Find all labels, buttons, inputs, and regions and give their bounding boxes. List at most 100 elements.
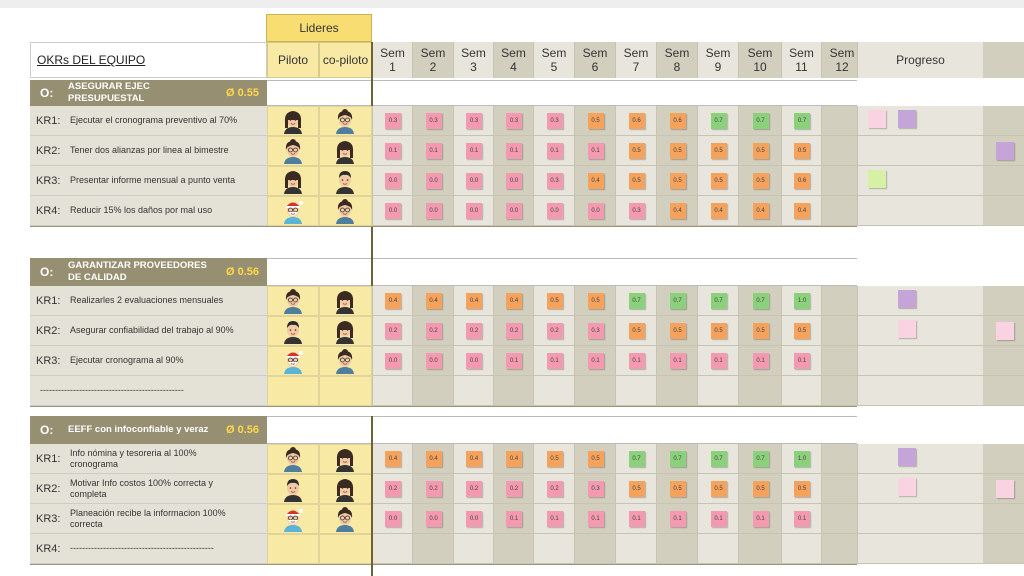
week-score-note[interactable]: 0.5 [669,173,686,189]
week-score-note[interactable]: 0.4 [794,203,810,219]
progress-note[interactable] [898,478,916,496]
week-score-note[interactable]: 0.7 [752,451,769,467]
week-score-note[interactable]: 0.1 [385,143,401,159]
progress-note[interactable] [996,322,1014,340]
week-score-note[interactable]: 0.1 [752,353,769,369]
week-score-note[interactable]: 0.0 [385,173,401,189]
week-score-note[interactable]: 0.0 [506,173,522,189]
week-score-note[interactable]: 0.3 [506,113,522,129]
week-score-note[interactable]: 0.5 [669,323,686,339]
week-score-note[interactable]: 0.0 [506,203,522,219]
week-score-note[interactable]: 0.6 [628,113,645,129]
week-score-note[interactable]: 0.2 [466,481,482,497]
week-score-note[interactable]: 0.1 [710,511,727,527]
week-score-note[interactable]: 0.1 [506,143,522,159]
week-score-note[interactable]: 0.1 [752,511,769,527]
week-score-note[interactable]: 0.5 [752,143,769,159]
week-score-note[interactable]: 0.7 [628,293,645,309]
week-score-note[interactable]: 0.7 [669,451,686,467]
week-score-note[interactable]: 0.1 [546,511,563,527]
week-score-note[interactable]: 0.0 [425,511,442,527]
week-score-note[interactable]: 0.2 [506,481,522,497]
week-score-note[interactable]: 0.1 [546,353,563,369]
week-score-note[interactable]: 0.2 [466,323,482,339]
week-score-note[interactable]: 0.5 [794,143,810,159]
week-score-note[interactable]: 0.1 [466,143,482,159]
week-score-note[interactable]: 0.4 [425,451,442,467]
week-score-note[interactable]: 0.1 [669,511,686,527]
week-score-note[interactable]: 0.5 [628,323,645,339]
week-score-note[interactable]: 0.7 [710,451,727,467]
week-score-note[interactable]: 0.4 [466,451,482,467]
progress-note[interactable] [868,170,886,188]
week-score-note[interactable]: 0.3 [546,173,563,189]
week-score-note[interactable]: 0.1 [425,143,442,159]
week-score-note[interactable]: 1.0 [794,293,810,309]
progress-note[interactable] [898,290,916,308]
week-score-note[interactable]: 0.4 [752,203,769,219]
progress-note[interactable] [898,320,916,338]
week-score-note[interactable]: 0.7 [710,293,727,309]
week-score-note[interactable]: 0.5 [710,173,727,189]
week-score-note[interactable]: 0.7 [710,113,727,129]
week-score-note[interactable]: 0.4 [385,293,401,309]
week-score-note[interactable]: 0.4 [669,203,686,219]
week-score-note[interactable]: 0.5 [752,481,769,497]
week-score-note[interactable]: 0.1 [794,353,810,369]
week-score-note[interactable]: 0.5 [710,481,727,497]
progress-note[interactable] [898,110,916,128]
week-score-note[interactable]: 0.1 [669,353,686,369]
week-score-note[interactable]: 0.5 [710,143,727,159]
week-score-note[interactable]: 0.2 [506,323,522,339]
week-score-note[interactable]: 0.0 [385,203,401,219]
week-score-note[interactable]: 0.6 [794,173,810,189]
week-score-note[interactable]: 0.7 [628,451,645,467]
week-score-note[interactable]: 0.3 [546,113,563,129]
week-score-note[interactable]: 0.0 [425,203,442,219]
week-score-note[interactable]: 0.1 [587,143,604,159]
week-score-note[interactable]: 0.2 [385,323,401,339]
week-score-note[interactable]: 0.5 [628,481,645,497]
week-score-note[interactable]: 0.2 [425,481,442,497]
week-score-note[interactable]: 0.1 [710,353,727,369]
week-score-note[interactable]: 0.4 [710,203,727,219]
week-score-note[interactable]: 0.1 [506,353,522,369]
week-score-note[interactable]: 0.0 [466,511,482,527]
week-score-note[interactable]: 0.1 [506,511,522,527]
week-score-note[interactable]: 0.5 [587,113,604,129]
week-score-note[interactable]: 0.3 [587,481,604,497]
week-score-note[interactable]: 0.2 [425,323,442,339]
week-score-note[interactable]: 0.1 [794,511,810,527]
week-score-note[interactable]: 0.1 [546,143,563,159]
week-score-note[interactable]: 0.2 [546,481,563,497]
week-score-note[interactable]: 0.5 [752,173,769,189]
week-score-note[interactable]: 0.5 [669,481,686,497]
week-score-note[interactable]: 0.4 [425,293,442,309]
week-score-note[interactable]: 0.6 [669,113,686,129]
week-score-note[interactable]: 0.3 [385,113,401,129]
week-score-note[interactable]: 0.5 [669,143,686,159]
week-score-note[interactable]: 0.2 [385,481,401,497]
week-score-note[interactable]: 0.5 [628,173,645,189]
week-score-note[interactable]: 0.7 [752,113,769,129]
week-score-note[interactable]: 0.5 [794,481,810,497]
week-score-note[interactable]: 0.4 [506,293,522,309]
progress-note[interactable] [996,142,1014,160]
week-score-note[interactable]: 0.5 [794,323,810,339]
progress-note[interactable] [898,448,916,466]
week-score-note[interactable]: 0.0 [385,511,401,527]
week-score-note[interactable]: 0.0 [466,173,482,189]
week-score-note[interactable]: 0.7 [669,293,686,309]
week-score-note[interactable]: 0.3 [628,203,645,219]
week-score-note[interactable]: 0.5 [710,323,727,339]
week-score-note[interactable]: 0.0 [546,203,563,219]
week-score-note[interactable]: 0.0 [425,353,442,369]
week-score-note[interactable]: 0.7 [794,113,810,129]
week-score-note[interactable]: 0.5 [587,451,604,467]
week-score-note[interactable]: 0.4 [506,451,522,467]
week-score-note[interactable]: 0.7 [752,293,769,309]
week-score-note[interactable]: 0.0 [385,353,401,369]
week-score-note[interactable]: 0.5 [587,293,604,309]
week-score-note[interactable]: 0.0 [466,353,482,369]
week-score-note[interactable]: 0.2 [546,323,563,339]
